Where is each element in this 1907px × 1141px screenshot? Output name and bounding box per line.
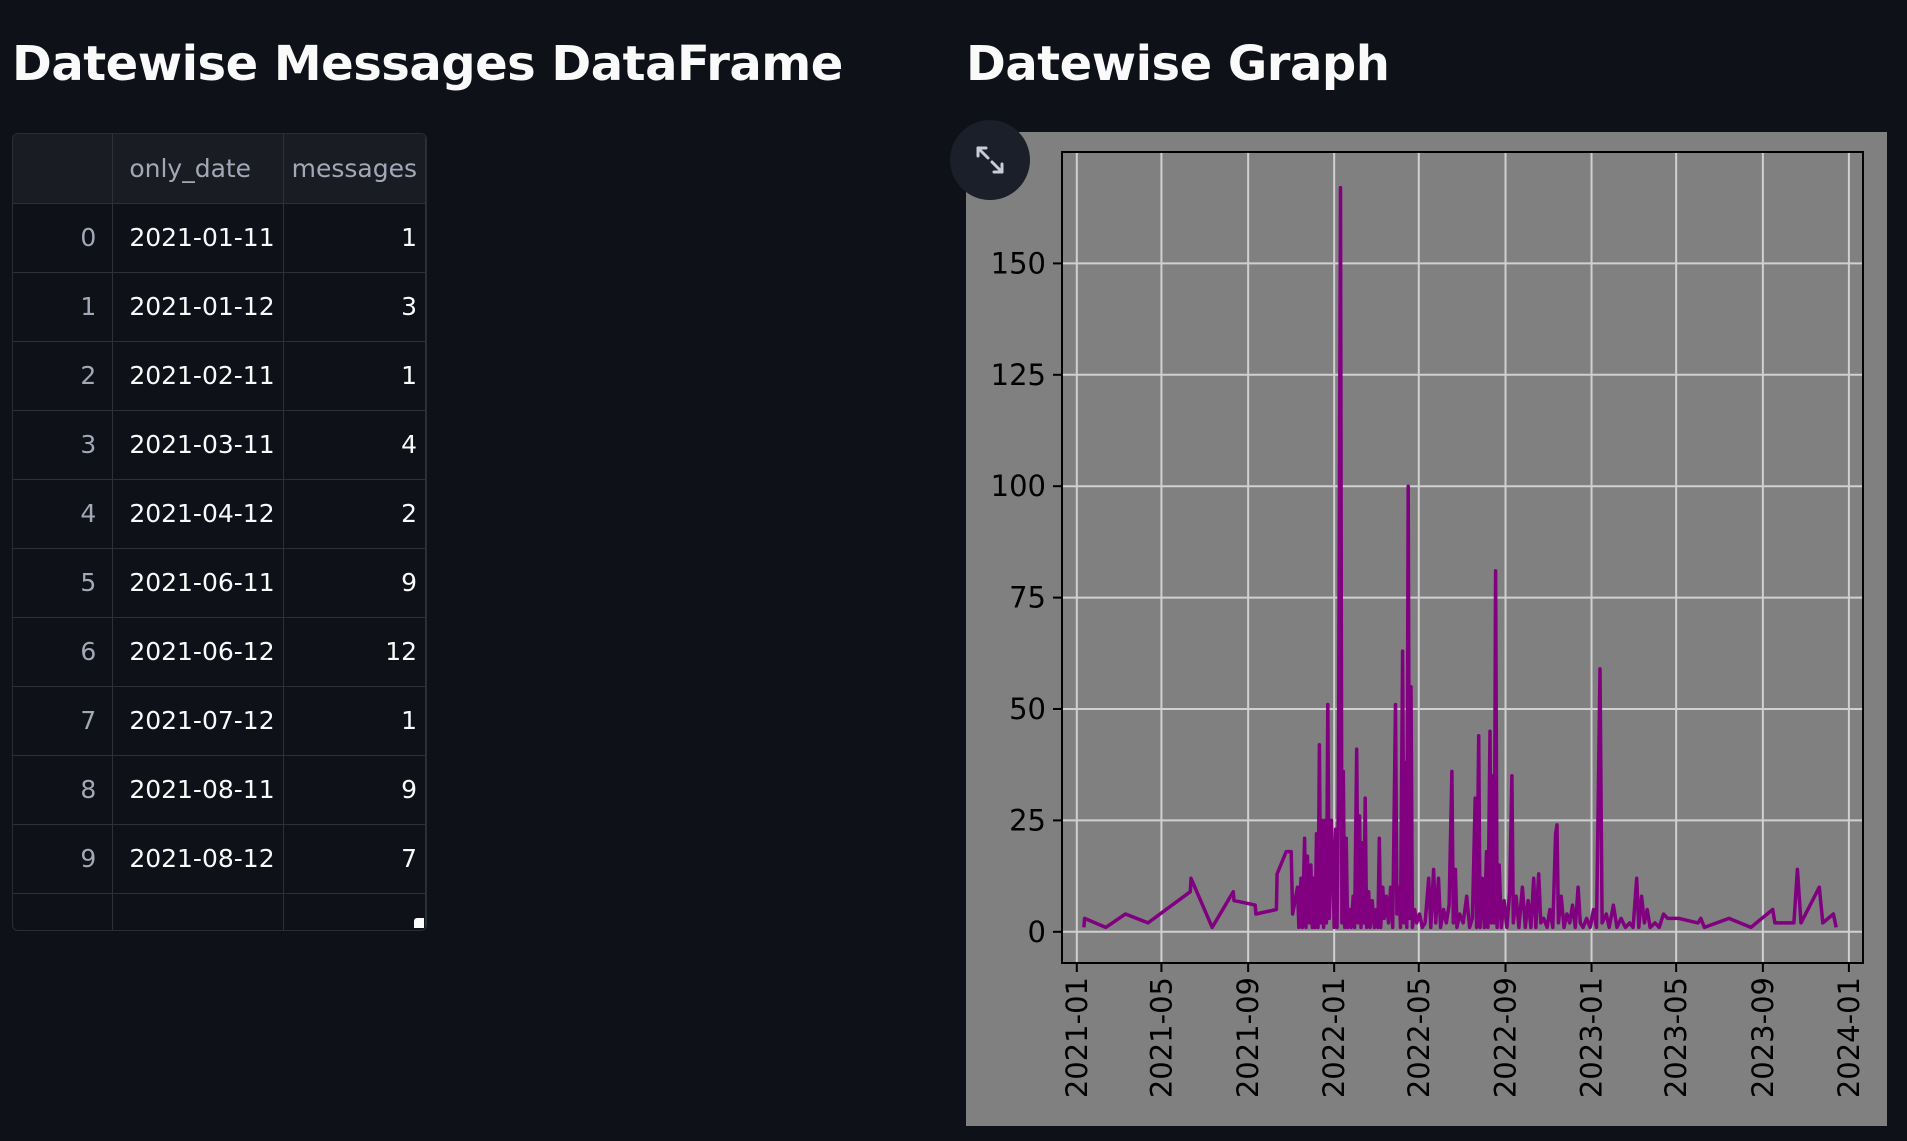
y-tick-label: 100 [991, 469, 1046, 503]
table-row: 2 2021-02-11 1 [13, 341, 426, 411]
row-index-cell[interactable]: 3 [13, 410, 114, 480]
messages-cell[interactable]: 9 [283, 548, 426, 618]
table-row: 6 2021-06-12 12 [13, 617, 426, 687]
table-row: 0 2021-01-11 1 [13, 203, 426, 273]
only-date-cell [112, 893, 284, 930]
y-tick-label: 125 [991, 358, 1046, 392]
x-tick-label: 2022-05 [1402, 977, 1436, 1098]
resize-handle[interactable] [414, 918, 424, 928]
x-tick-label: 2024-01 [1832, 977, 1866, 1098]
only-date-cell[interactable]: 2021-02-11 [112, 341, 284, 411]
dataframe-section-title: Datewise Messages DataFrame [12, 36, 843, 92]
dataframe-header-row: only_date messages [13, 134, 426, 204]
only-date-cell[interactable]: 2021-08-11 [112, 755, 284, 825]
table-row: 1 2021-01-12 3 [13, 272, 426, 342]
messages-cell[interactable]: 1 [283, 686, 426, 756]
row-index-cell [13, 893, 114, 930]
row-index-cell[interactable]: 6 [13, 617, 114, 687]
x-tick-label: 2023-05 [1659, 977, 1693, 1098]
row-index-cell[interactable]: 4 [13, 479, 114, 549]
only-date-cell[interactable]: 2021-06-11 [112, 548, 284, 618]
row-index-cell[interactable]: 8 [13, 755, 114, 825]
axes-frame [1061, 151, 1864, 964]
row-index-cell[interactable]: 7 [13, 686, 114, 756]
only-date-cell[interactable]: 2021-03-11 [112, 410, 284, 480]
row-index-cell[interactable]: 2 [13, 341, 114, 411]
x-tick-label: 2022-09 [1489, 977, 1523, 1098]
row-index-cell[interactable]: 5 [13, 548, 114, 618]
table-row: 7 2021-07-12 1 [13, 686, 426, 756]
messages-column-header[interactable]: messages [283, 134, 426, 204]
messages-cell[interactable]: 1 [283, 341, 426, 411]
y-tick-label: 0 [1028, 915, 1046, 949]
x-tick-label: 2021-01 [1060, 977, 1094, 1098]
only-date-column-header[interactable]: only_date [112, 134, 284, 204]
y-tick-label: 50 [1009, 692, 1046, 726]
only-date-cell[interactable]: 2021-06-12 [112, 617, 284, 687]
datewise-graph-figure: 0 25 50 75 100 125 150 2021-01 2021-05 2021-09 202… [966, 132, 1887, 1126]
messages-cell[interactable]: 4 [283, 410, 426, 480]
only-date-cell[interactable]: 2021-01-12 [112, 272, 284, 342]
messages-cell[interactable]: 1 [283, 203, 426, 273]
y-tick-label: 150 [991, 246, 1046, 280]
only-date-cell[interactable]: 2021-04-12 [112, 479, 284, 549]
messages-series-line [1082, 185, 1838, 930]
datewise-line-chart: 0 25 50 75 100 125 150 2021-01 2021-05 2021-09 202… [991, 151, 1866, 1098]
graph-section-title: Datewise Graph [966, 36, 1390, 92]
table-row: 5 2021-06-11 9 [13, 548, 426, 618]
messages-cell[interactable]: 7 [283, 824, 426, 894]
x-tick-label: 2021-09 [1231, 977, 1265, 1098]
index-column-header[interactable] [13, 134, 114, 204]
messages-cell[interactable]: 12 [283, 617, 426, 687]
messages-cell[interactable]: 9 [283, 755, 426, 825]
y-tick-label: 25 [1009, 803, 1046, 837]
messages-cell[interactable]: 3 [283, 272, 426, 342]
table-row-partial [13, 893, 426, 930]
x-tick-label: 2022-01 [1317, 977, 1351, 1098]
row-index-cell[interactable]: 9 [13, 824, 114, 894]
x-tick-label: 2023-09 [1746, 977, 1780, 1098]
table-row: 4 2021-04-12 2 [13, 479, 426, 549]
messages-cell[interactable]: 2 [283, 479, 426, 549]
datewise-messages-dataframe[interactable]: only_date messages 0 2021-01-11 1 1 2021… [12, 133, 427, 931]
row-index-cell[interactable]: 1 [13, 272, 114, 342]
x-tick-label: 2023-01 [1575, 977, 1609, 1098]
only-date-cell[interactable]: 2021-01-11 [112, 203, 284, 273]
row-index-cell[interactable]: 0 [13, 203, 114, 273]
messages-cell [283, 893, 426, 930]
table-row: 3 2021-03-11 4 [13, 410, 426, 480]
dataframe-table: only_date messages 0 2021-01-11 1 1 2021… [13, 134, 426, 930]
only-date-cell[interactable]: 2021-07-12 [112, 686, 284, 756]
fullscreen-expand-button[interactable] [950, 120, 1030, 200]
only-date-cell[interactable]: 2021-08-12 [112, 824, 284, 894]
table-row: 9 2021-08-12 7 [13, 824, 426, 894]
x-tick-label: 2021-05 [1144, 977, 1178, 1098]
y-tick-label: 75 [1009, 581, 1046, 615]
expand-arrows-icon [976, 146, 1004, 174]
table-row: 8 2021-08-11 9 [13, 755, 426, 825]
